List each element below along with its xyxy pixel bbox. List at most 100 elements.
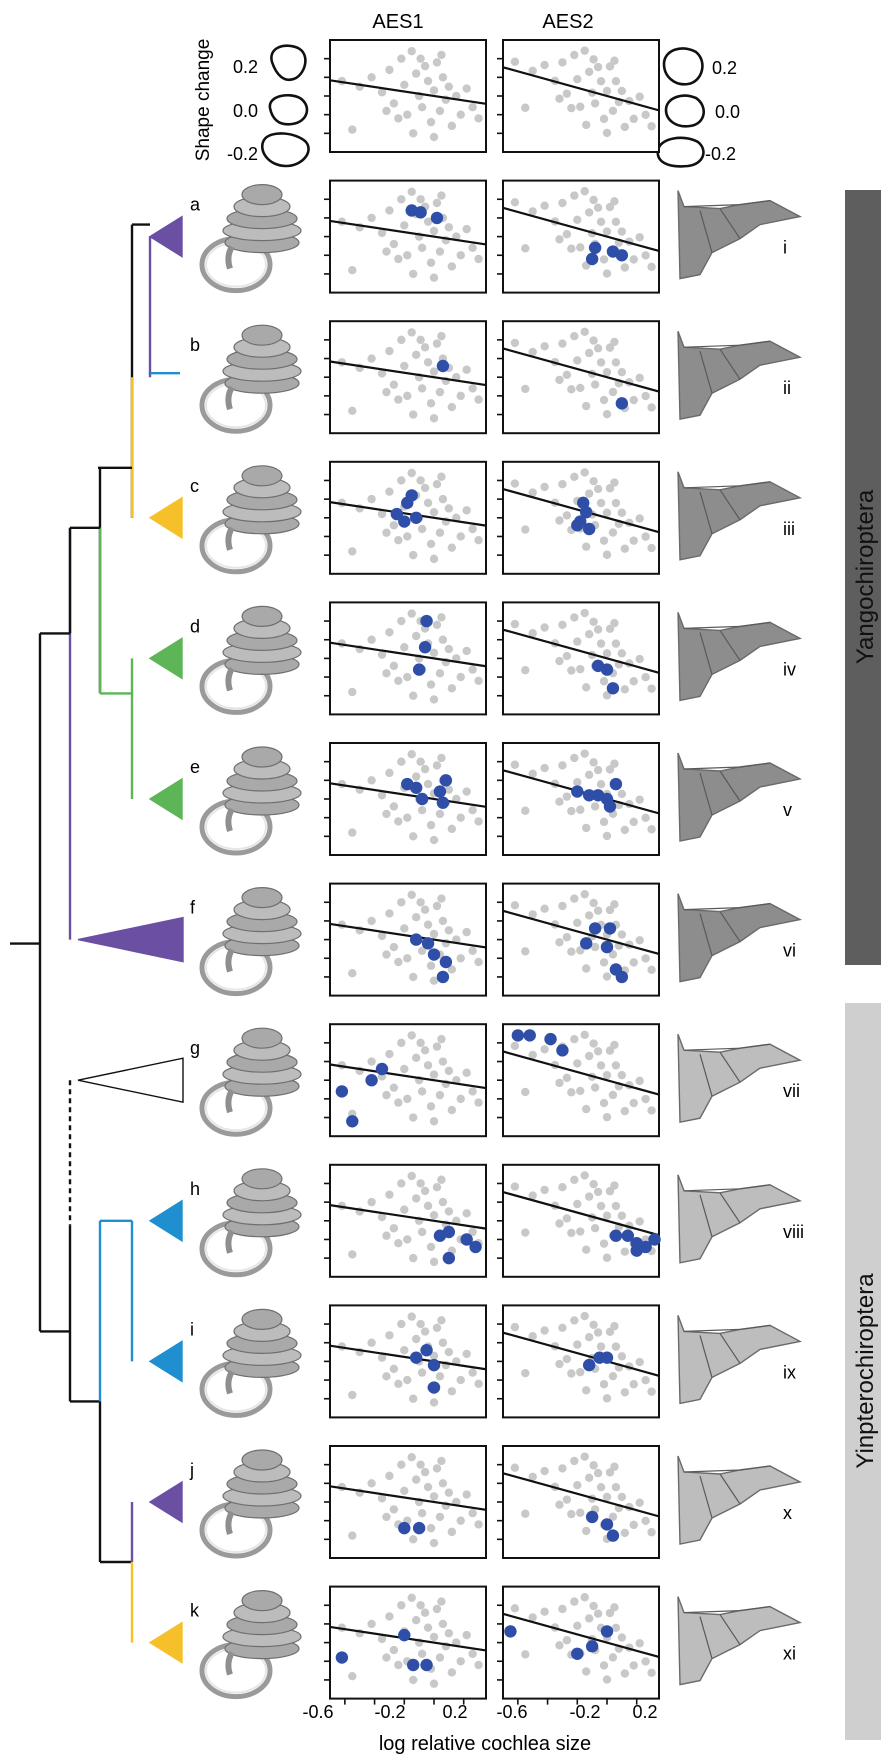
background-point [610, 1040, 619, 1050]
background-point [584, 208, 594, 217]
background-point [437, 753, 446, 763]
background-point [403, 110, 412, 119]
background-point [602, 1070, 612, 1080]
background-point [589, 898, 598, 908]
background-point [348, 1250, 357, 1259]
background-point [580, 468, 589, 477]
background-point [394, 254, 403, 264]
background-point [394, 395, 403, 404]
background-point [456, 813, 465, 822]
background-point [584, 67, 594, 77]
background-point [605, 624, 615, 634]
background-point [629, 395, 638, 405]
panel-frame [329, 39, 487, 153]
background-point [435, 1372, 445, 1381]
vestibule [225, 807, 235, 832]
background-point [382, 1512, 391, 1522]
background-point [444, 1347, 454, 1357]
scatter-panel-row-k-aes1 [324, 1585, 487, 1705]
background-point [602, 972, 612, 981]
background-point [599, 958, 609, 967]
background-point [426, 117, 436, 127]
background-point [403, 1235, 412, 1244]
wing-bones [683, 903, 771, 956]
background-point [385, 909, 394, 918]
background-point [605, 1468, 615, 1477]
background-point [438, 73, 448, 82]
background-point [528, 66, 537, 76]
panel-frame [502, 39, 660, 153]
background-point [620, 263, 630, 272]
background-point [510, 1182, 520, 1191]
background-point [435, 1090, 445, 1100]
background-point [456, 532, 465, 541]
background-point [599, 1661, 609, 1670]
background-point [447, 121, 457, 131]
background-point [367, 1197, 376, 1207]
background-point [382, 669, 391, 678]
background-point [437, 50, 446, 60]
background-point [411, 1053, 421, 1063]
background-point [409, 691, 418, 700]
background-point [629, 114, 638, 124]
clade-bar-label: Yinpterochiroptera [852, 1273, 879, 1469]
background-point [555, 516, 564, 525]
background-point [596, 1483, 606, 1492]
background-point [382, 387, 391, 397]
background-point [423, 1061, 433, 1070]
background-point [647, 1387, 656, 1396]
background-point [528, 1472, 537, 1482]
highlight-point [469, 1240, 482, 1254]
wing-label: vi [783, 941, 796, 961]
background-point [423, 358, 433, 367]
background-point [555, 656, 564, 666]
highlight-point [427, 1358, 441, 1372]
highlight-point [420, 1344, 433, 1357]
background-point [567, 1088, 576, 1097]
background-point [602, 1112, 612, 1122]
background-point [562, 933, 572, 942]
background-point [562, 1636, 572, 1645]
scatter-panel-row-e-aes2 [497, 742, 660, 856]
background-point [429, 1117, 439, 1126]
vestibule [225, 948, 235, 973]
regression-line [502, 1472, 660, 1518]
shape-outlines [261, 44, 705, 168]
panel-frame [329, 742, 487, 856]
background-point [400, 80, 409, 90]
background-point [462, 1630, 471, 1640]
background-point [429, 929, 439, 939]
background-point [558, 480, 567, 489]
background-point [468, 665, 477, 674]
wing-i: i [677, 190, 803, 280]
background-point [474, 1098, 483, 1107]
background-point [562, 1073, 572, 1083]
highlight-point [442, 1225, 456, 1239]
highlight-point [335, 1085, 349, 1098]
background-point [435, 1512, 445, 1522]
background-point [438, 1619, 448, 1629]
highlight-point [571, 1647, 584, 1661]
background-point [584, 911, 594, 920]
background-point [576, 1086, 585, 1096]
background-point [635, 1357, 644, 1367]
background-point [407, 1593, 416, 1603]
background-point [602, 86, 612, 96]
background-point [611, 1342, 621, 1351]
background-point [420, 61, 430, 71]
background-point [582, 120, 591, 130]
highlight-point [436, 359, 450, 373]
background-point [540, 763, 549, 773]
background-point [617, 1633, 627, 1642]
background-point [417, 103, 427, 112]
phylogeny-tree [10, 215, 184, 1664]
background-point [602, 367, 612, 377]
wing-label: x [783, 1503, 792, 1523]
background-point [437, 331, 446, 341]
panel-frame [502, 1304, 660, 1419]
highlight-point [407, 1658, 420, 1672]
background-point [367, 354, 376, 363]
background-point [444, 785, 454, 794]
background-point [403, 954, 412, 963]
scatter-panel-row-b-aes2 [497, 320, 660, 435]
